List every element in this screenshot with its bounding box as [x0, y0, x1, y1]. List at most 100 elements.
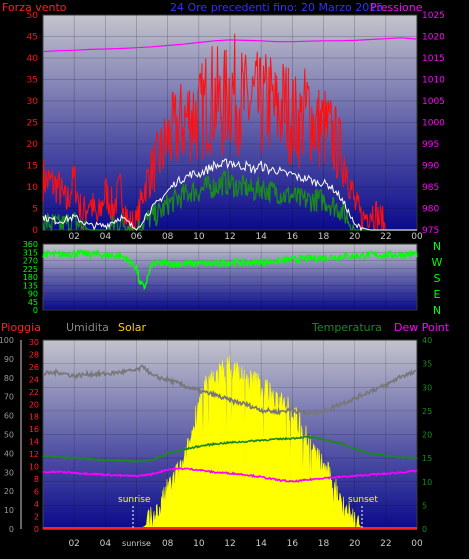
time-tick-label: 02	[68, 539, 79, 549]
time-tick-label: 04	[100, 539, 112, 549]
rain-tick-label: 8	[34, 475, 39, 484]
temperature-line	[42, 435, 418, 464]
rain-tick-label: 2	[34, 513, 39, 522]
rain-tick-label: 18	[29, 413, 39, 422]
direction-tick-label: 180	[23, 273, 38, 282]
time-tick-label: 08	[162, 232, 174, 242]
wind-gust-line	[42, 33, 417, 231]
wind-direction-trace	[42, 248, 418, 291]
wind-tick-label: 45	[27, 33, 38, 43]
chart-title: 24 Ore precedenti fino: 20 Marzo 2015	[170, 1, 383, 14]
direction-tick-label: 135	[23, 281, 38, 290]
sunset-label: sunset	[348, 495, 378, 505]
humidity-tick-label: 40	[4, 449, 14, 458]
temperature-tick-label: 40	[422, 336, 432, 345]
temperature-tick-label: 5	[422, 501, 427, 510]
dewpoint-axis-label: Dew Point	[394, 321, 450, 334]
rain-tick-label: 10	[29, 463, 39, 472]
temperature-tick-label: 30	[422, 383, 432, 392]
humidity-tick-label: 50	[4, 431, 14, 440]
pressure-tick-label: 975	[422, 226, 439, 236]
time-tick-label: 16	[287, 539, 299, 549]
humidity-tick-label: 20	[4, 487, 14, 496]
sunrise-label: sunrise	[118, 495, 151, 505]
compass-label: N	[433, 304, 441, 317]
pressure-line	[42, 37, 418, 53]
time-tick-label: 10	[193, 539, 205, 549]
direction-tick-label: 360	[23, 240, 38, 249]
humidity-tick-label: 90	[4, 355, 14, 364]
rain-tick-label: 0	[34, 525, 39, 534]
compass-label: W	[432, 256, 443, 269]
time-tick-label: 06	[131, 232, 143, 242]
direction-tick-label: 90	[28, 290, 38, 299]
humidity-tick-label: 60	[4, 412, 14, 421]
direction-tick-label: 45	[28, 298, 38, 307]
rain-tick-label: 16	[29, 425, 39, 434]
compass-label: N	[433, 240, 441, 253]
wind-tick-label: 35	[27, 76, 38, 86]
wind-tick-label: 40	[27, 54, 39, 64]
solar-axis-label: Solar	[118, 321, 147, 334]
temperature-tick-label: 20	[422, 431, 432, 440]
pressure-tick-label: 1020	[422, 33, 445, 43]
time-tick-label: 22	[380, 232, 391, 242]
pressure-tick-label: 1010	[422, 76, 445, 86]
time-tick-label: 12	[224, 539, 235, 549]
pressure-tick-label: 1005	[422, 97, 445, 107]
humidity-tick-label: 0	[9, 525, 14, 534]
time-tick-label: 14	[255, 232, 267, 242]
time-tick-label: 20	[349, 539, 361, 549]
rain-tick-label: 4	[34, 500, 39, 509]
time-tick-label: 00	[411, 232, 423, 242]
wind-tick-label: 15	[27, 162, 38, 172]
compass-label: E	[434, 288, 441, 301]
time-tick-label: 16	[287, 232, 299, 242]
pressure-tick-label: 985	[422, 183, 439, 193]
temperature-tick-label: 15	[422, 454, 432, 463]
rain-tick-label: 14	[29, 438, 39, 447]
compass-label: S	[434, 272, 441, 285]
temperature-tick-label: 35	[422, 360, 432, 369]
humidity-tick-label: 30	[4, 468, 14, 477]
pressure-tick-label: 995	[422, 140, 439, 150]
pressure-tick-label: 1000	[422, 119, 445, 129]
wind-tick-label: 30	[27, 97, 39, 107]
humidity-axis-label: Umidita	[66, 321, 109, 334]
temperature-tick-label: 25	[422, 407, 432, 416]
wind-tick-label: 20	[27, 140, 39, 150]
rain-tick-label: 6	[34, 488, 39, 497]
direction-tick-label: 315	[23, 248, 38, 257]
time-tick-label: 22	[380, 539, 391, 549]
pressure-tick-label: 1025	[422, 11, 445, 21]
time-tick-label: 20	[349, 232, 361, 242]
pressure-tick-label: 980	[422, 205, 439, 215]
time-tick-label: 02	[68, 232, 79, 242]
direction-tick-label: 270	[23, 257, 38, 266]
time-tick-label: 00	[411, 539, 423, 549]
direction-tick-label: 0	[33, 306, 38, 315]
rain-tick-label: 30	[29, 338, 39, 347]
humidity-line	[42, 364, 418, 416]
time-tick-label: 10	[193, 232, 205, 242]
pressure-axis-label: Pressione	[370, 1, 423, 14]
wind-tick-label: 0	[32, 226, 38, 236]
wind-average-line	[42, 158, 417, 232]
time-tick-label: sunrise	[122, 539, 151, 548]
humidity-tick-label: 10	[4, 506, 14, 515]
temperature-tick-label: 0	[422, 525, 427, 534]
rain-tick-label: 22	[29, 388, 39, 397]
pressure-tick-label: 990	[422, 162, 439, 172]
time-tick-label: 14	[255, 539, 267, 549]
dewpoint-line	[42, 466, 418, 483]
wind-tick-label: 50	[27, 11, 39, 21]
rain-tick-label: 26	[29, 363, 39, 372]
temperature-axis-label: Temperatura	[311, 321, 382, 334]
humidity-tick-label: 70	[4, 393, 14, 402]
rain-tick-label: 12	[29, 450, 39, 459]
rain-tick-label: 28	[29, 350, 39, 359]
wind-tick-label: 10	[27, 183, 39, 193]
direction-tick-label: 225	[23, 265, 38, 274]
rain-tick-label: 24	[29, 375, 39, 384]
